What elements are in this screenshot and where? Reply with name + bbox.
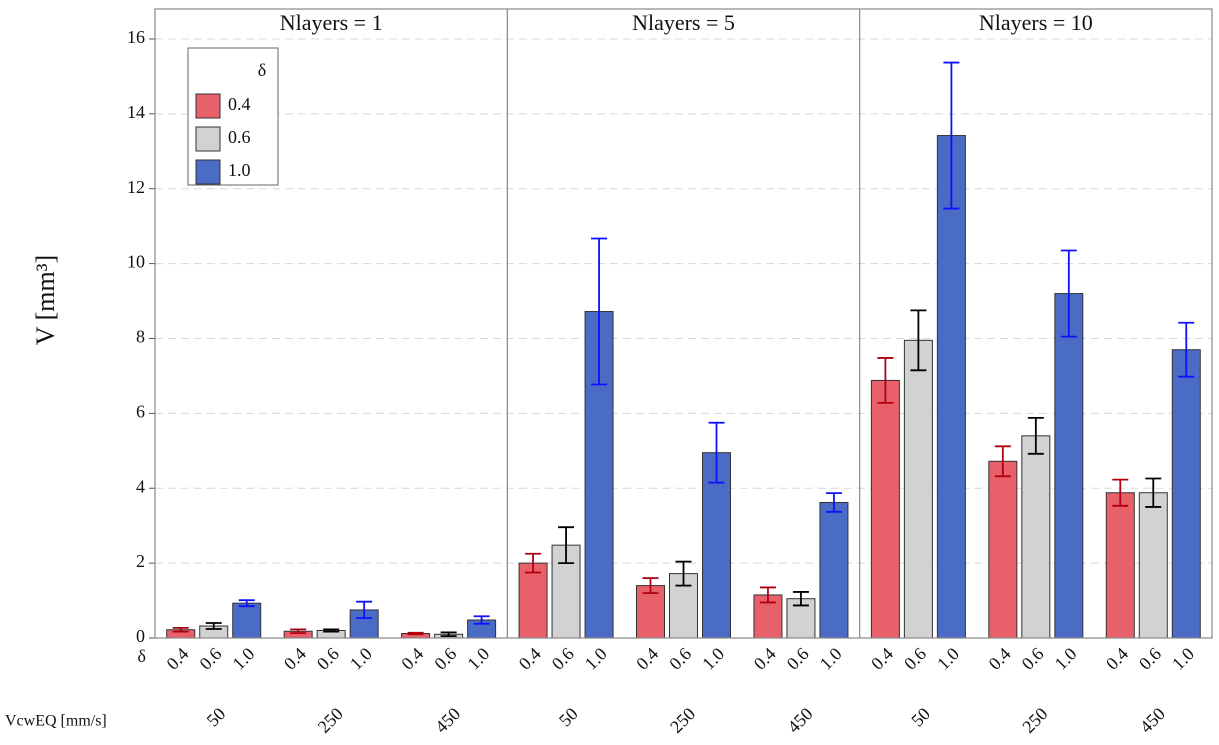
panel-title: Nlayers = 1: [280, 10, 383, 35]
bar: [232, 602, 262, 639]
bar-label: 0.6: [783, 644, 813, 674]
bar-label: 0.4: [750, 644, 780, 674]
bar-label: 0.6: [900, 644, 930, 674]
bar-axis-label: δ: [138, 646, 146, 666]
y-tick-label: 4: [136, 476, 145, 496]
bar-label: 0.6: [665, 644, 695, 674]
y-tick-label: 10: [127, 252, 145, 272]
legend-title: δ: [258, 60, 266, 80]
bar: [518, 562, 548, 639]
bar: [1171, 349, 1201, 639]
y-tick-label: 8: [136, 327, 145, 347]
bar: [988, 460, 1018, 639]
bar: [1054, 293, 1084, 639]
bar: [903, 339, 933, 639]
category-label: 450: [431, 704, 464, 737]
bar-label: 1.0: [463, 644, 493, 674]
y-tick-label: 6: [136, 401, 145, 421]
y-tick-label: 0: [136, 626, 145, 646]
plot-frame: [154, 8, 1213, 639]
y-tick-label: 14: [127, 102, 145, 122]
bar-label: 0.6: [313, 644, 343, 674]
bar-label: 1.0: [581, 644, 611, 674]
category-label: 50: [203, 704, 230, 731]
bar-label: 1.0: [1051, 644, 1081, 674]
panel-title: Nlayers = 10: [979, 10, 1093, 35]
y-tick-label: 12: [127, 177, 145, 197]
bar-label: 1.0: [346, 644, 376, 674]
bar-label: 0.6: [195, 644, 225, 674]
bar-label: 0.6: [1135, 644, 1165, 674]
bar-label: 1.0: [1168, 644, 1198, 674]
bar: [936, 135, 966, 639]
panel-title: Nlayers = 5: [632, 10, 735, 35]
bar-label: 0.4: [280, 644, 310, 674]
bar-label: 0.6: [548, 644, 578, 674]
bar: [636, 585, 665, 639]
bar-label: 0.6: [430, 644, 460, 674]
bar-label: 1.0: [228, 644, 258, 674]
bar-label: 0.4: [867, 644, 897, 674]
bar-label: 0.4: [162, 644, 192, 674]
category-label: 450: [783, 704, 816, 737]
category-label: 450: [1136, 704, 1169, 737]
legend-swatch: [195, 159, 221, 185]
category-label: 50: [555, 704, 582, 731]
bar: [702, 452, 731, 639]
bar-label: 0.4: [397, 644, 427, 674]
bar-label: 1.0: [816, 644, 846, 674]
legend-label: 0.6: [228, 127, 251, 147]
category-label: 50: [907, 704, 934, 731]
bar: [819, 501, 849, 639]
legend-label: 0.4: [228, 94, 251, 114]
legend-label: 1.0: [228, 160, 251, 180]
bar-label: 1.0: [933, 644, 963, 674]
category-label: 250: [1018, 704, 1051, 737]
bar-label: 0.4: [985, 644, 1015, 674]
legend-swatch: [195, 126, 221, 152]
y-tick-label: 16: [127, 27, 145, 47]
bar: [1021, 435, 1051, 639]
y-tick-label: 2: [136, 551, 145, 571]
bar-label: 0.6: [1018, 644, 1048, 674]
legend-swatch: [195, 93, 221, 119]
category-label: 250: [666, 704, 699, 737]
bar: [870, 379, 900, 639]
bar: [1105, 492, 1135, 639]
bar-label: 0.4: [515, 644, 545, 674]
bar-label: 0.4: [1102, 644, 1132, 674]
bar: [1138, 492, 1168, 639]
y-axis-label: V [mm³]: [31, 255, 60, 345]
bar-label: 1.0: [698, 644, 728, 674]
bar-label: 0.4: [632, 644, 662, 674]
category-axis-label: VcwEQ [mm/s]: [5, 713, 107, 730]
category-label: 250: [314, 704, 347, 737]
